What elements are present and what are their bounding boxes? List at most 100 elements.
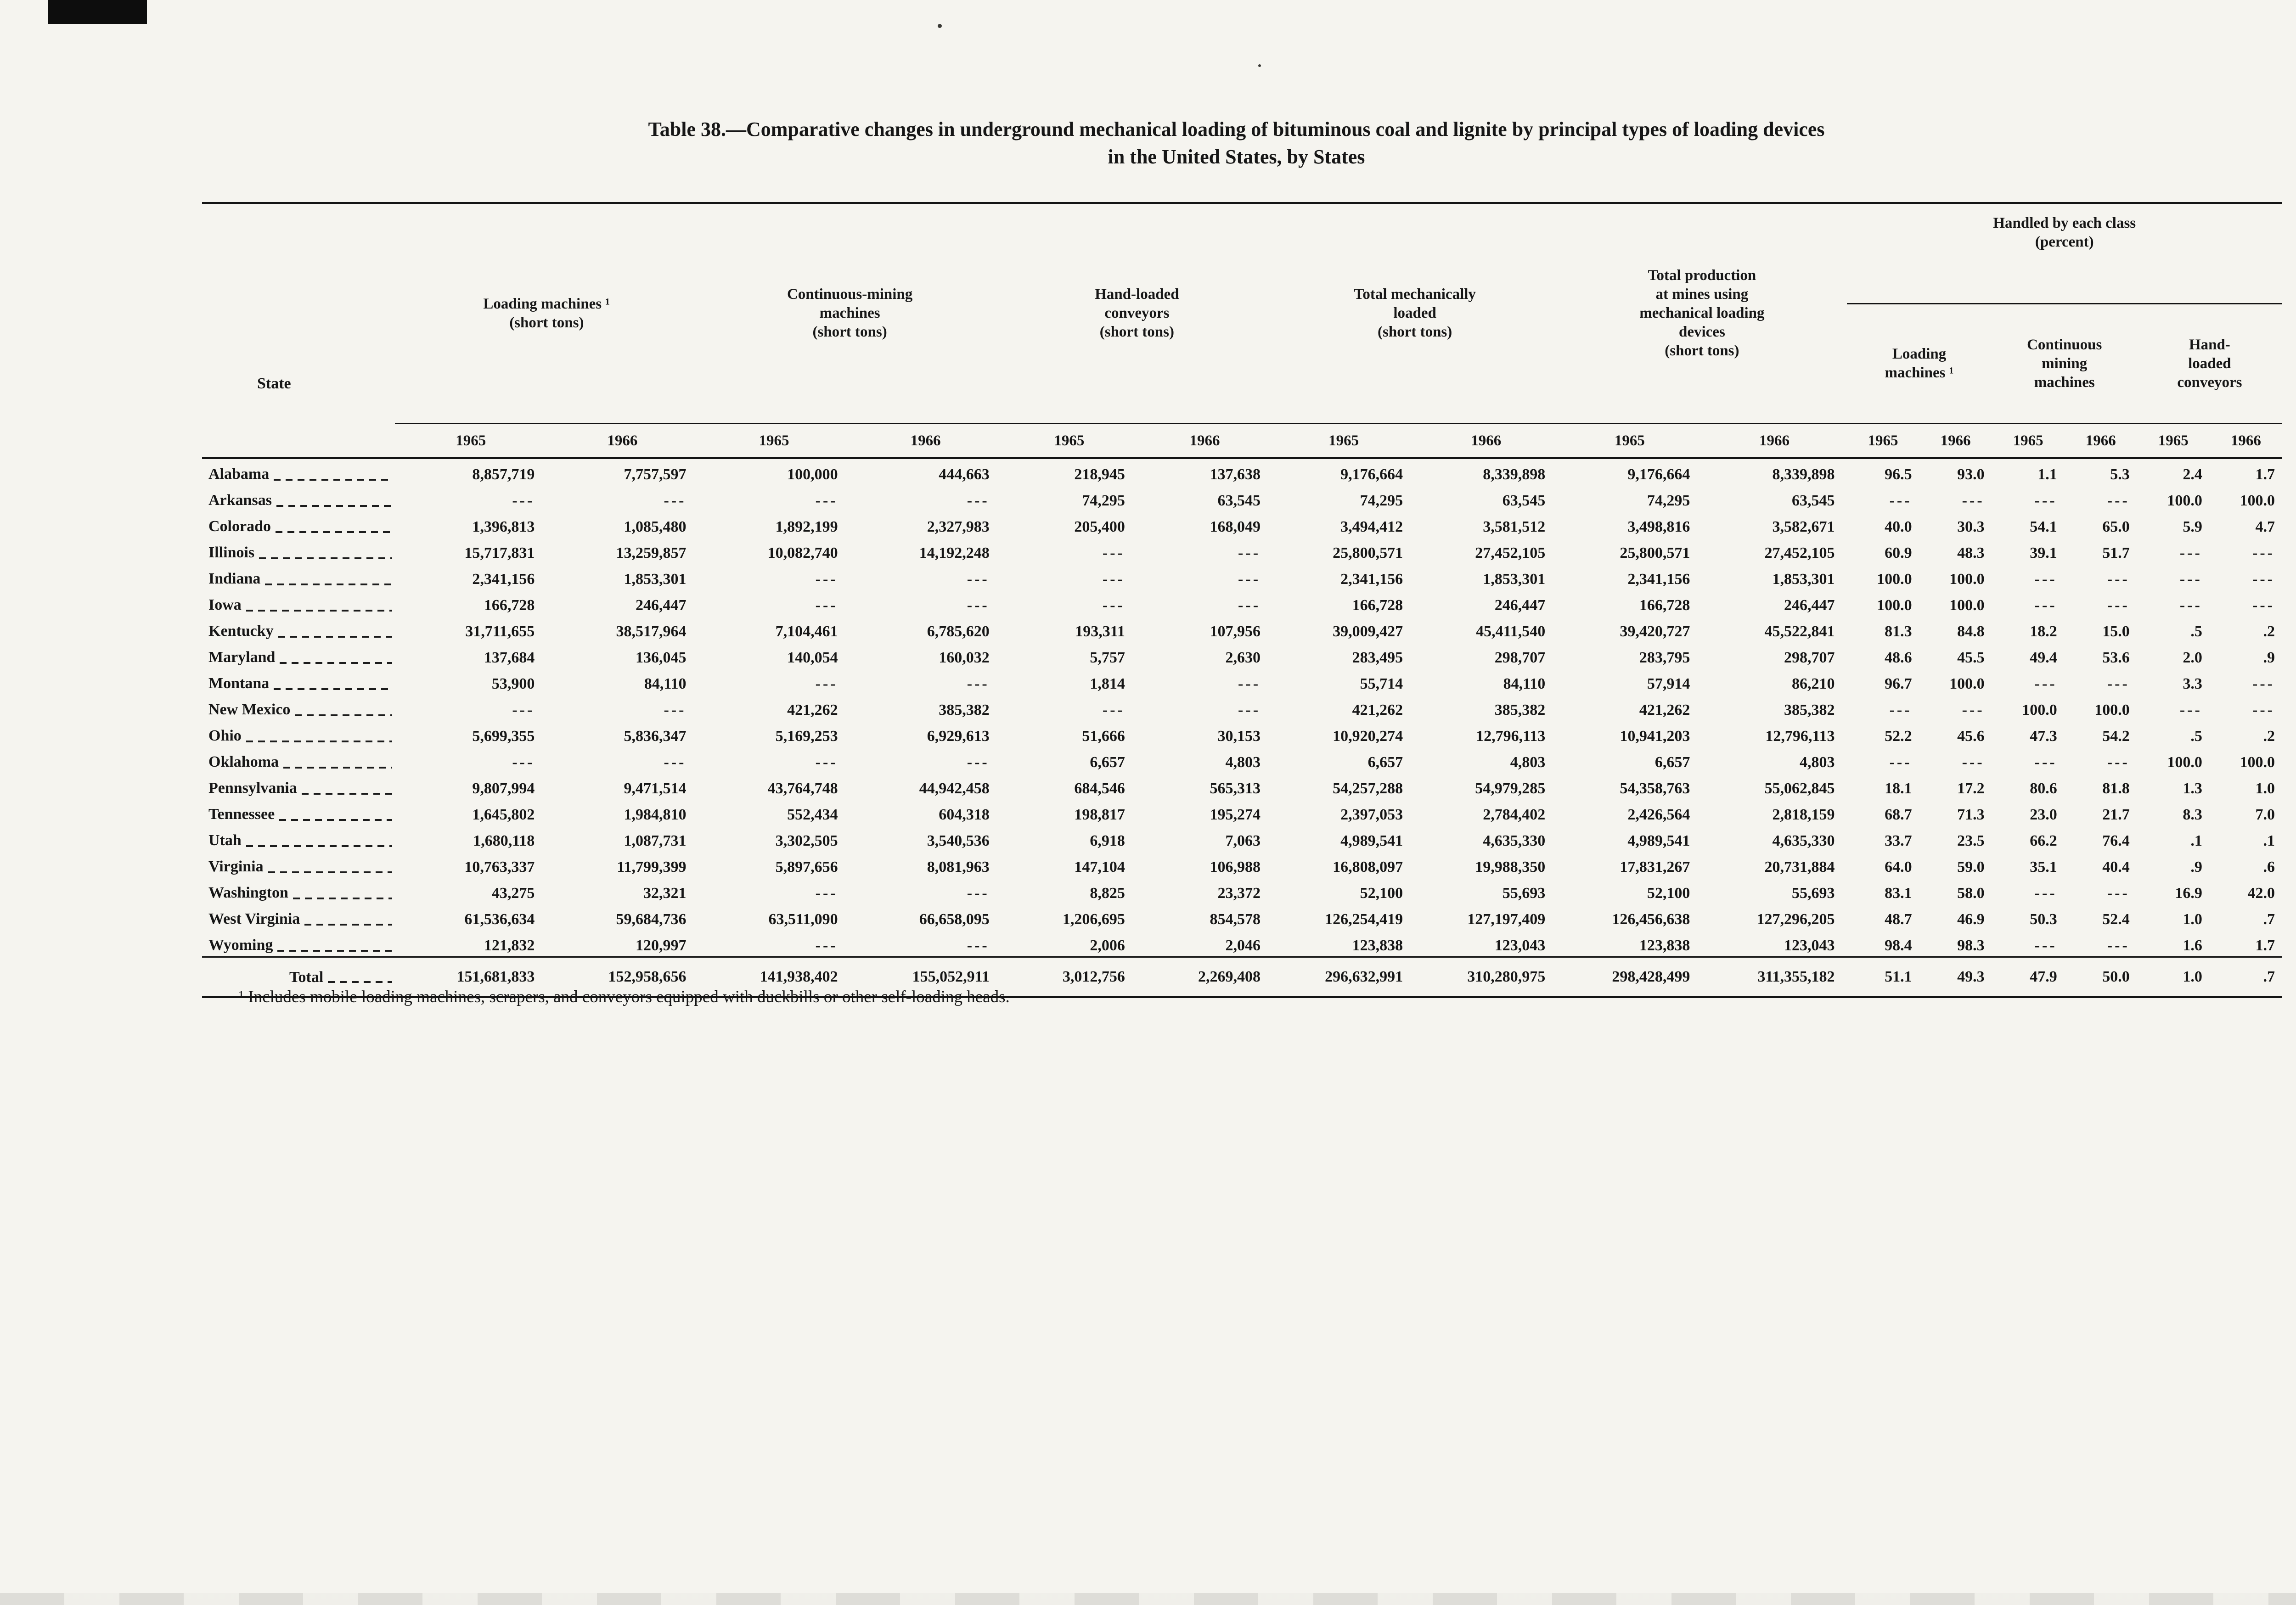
value-cell: 3,498,816 [1627, 518, 1690, 535]
value-cell: --- [2034, 675, 2057, 692]
value-cell: --- [2034, 754, 2057, 771]
value-cell: .1 [2190, 832, 2202, 849]
value-cell: --- [1238, 701, 1261, 718]
value-cell: --- [2107, 675, 2130, 692]
value-cell: 13,259,857 [616, 544, 687, 561]
value-cell: 49.3 [1919, 956, 1992, 998]
value-cell: 246,447 [1494, 597, 1546, 614]
year-header: 1965 [1272, 423, 1415, 459]
value-cell: 6,929,613 [927, 728, 990, 745]
state-cell: Alabama [202, 458, 395, 485]
value-cell: --- [2034, 937, 2057, 954]
table-row: Illinois 15,717,831 13,259,857 10,082,740 14… [202, 538, 2282, 564]
value-cell: --- [1238, 597, 1261, 614]
value-cell: --- [2107, 597, 2130, 614]
value-cell: 53,900 [491, 675, 535, 692]
value-cell: 25,800,571 [1333, 544, 1403, 561]
value-cell: 100.0 [1949, 675, 1985, 692]
state-cell: Montana [202, 668, 395, 695]
value-cell: 195,274 [1210, 806, 1261, 823]
table-row: Oklahoma --- --- --- --- 6,657 4,803 6,657 4,803… [202, 747, 2282, 773]
value-cell: 1,206,695 [1062, 911, 1125, 928]
value-cell: 30,153 [1217, 728, 1261, 745]
value-cell: 23.0 [2030, 806, 2057, 823]
value-cell: 100.0 [2240, 492, 2275, 509]
value-cell: 23.5 [1957, 832, 1985, 849]
value-cell: --- [815, 885, 838, 902]
value-cell: .5 [2190, 623, 2202, 640]
leader-dashes [246, 609, 393, 612]
value-cell: 123,838 [1639, 937, 1690, 954]
value-cell: --- [2179, 701, 2202, 718]
value-cell: .2 [2263, 623, 2275, 640]
state-name: Ohio [208, 727, 242, 744]
value-cell: 2,341,156 [1627, 571, 1690, 588]
year-header: 1965 [698, 423, 850, 459]
value-cell: 106,988 [1210, 859, 1261, 875]
leader-dashes [280, 661, 393, 664]
year-header: 1966 [2064, 423, 2137, 459]
value-cell: 3,540,536 [927, 832, 990, 849]
table-row: West Virginia 61,536,634 59,684,736 63,511,… [202, 904, 2282, 930]
value-cell: 4,989,541 [1627, 832, 1690, 849]
value-cell: 23,372 [1217, 885, 1261, 902]
state-cell: New Mexico [202, 695, 395, 721]
value-cell: --- [512, 701, 535, 718]
value-cell: --- [1962, 492, 1985, 509]
value-cell: 2,269,408 [1137, 956, 1273, 998]
value-cell: 9,176,664 [1627, 466, 1690, 483]
state-name: West Virginia [208, 910, 300, 927]
value-cell: 63,545 [1792, 492, 1835, 509]
value-cell: --- [2107, 937, 2130, 954]
value-cell: 141,938,402 [698, 956, 850, 998]
value-cell: 11,799,399 [617, 859, 687, 875]
table-row: Kentucky 31,711,655 38,517,964 7,104,461 6,7… [202, 616, 2282, 642]
value-cell: --- [2179, 571, 2202, 588]
value-cell: 283,795 [1639, 649, 1690, 666]
value-cell: 565,313 [1210, 780, 1261, 797]
value-cell: --- [967, 675, 990, 692]
leader-dashes [277, 949, 393, 952]
value-cell: 1,645,802 [472, 806, 535, 823]
value-cell: 30.3 [1957, 518, 1985, 535]
state-cell: West Virginia [202, 904, 395, 930]
value-cell: 854,578 [1210, 911, 1261, 928]
value-cell: .2 [2263, 728, 2275, 745]
state-name: Virginia [208, 858, 264, 875]
value-cell: 52.4 [2102, 911, 2130, 928]
year-header: 1966 [1415, 423, 1558, 459]
state-cell: Ohio [202, 721, 395, 747]
state-name: Kentucky [208, 623, 274, 640]
value-cell: 84,110 [644, 675, 687, 692]
value-cell: 147,104 [1074, 859, 1125, 875]
scan-artifact-bottom [0, 1593, 2296, 1605]
value-cell: 52,100 [1360, 885, 1403, 902]
table-title-line1: Table 38.—Comparative changes in undergr… [648, 118, 1825, 140]
value-cell: 43,275 [491, 885, 535, 902]
value-cell: 55,062,845 [1764, 780, 1835, 797]
value-cell: 31,711,655 [465, 623, 535, 640]
value-cell: 8,339,898 [1483, 466, 1546, 483]
value-cell: --- [815, 937, 838, 954]
header-row-subgroups: Loading machines ¹ Continuous mining mac… [202, 304, 2282, 424]
state-cell: Indiana [202, 564, 395, 590]
value-cell: .9 [2263, 649, 2275, 666]
value-cell: 100.0 [2240, 754, 2275, 771]
value-cell: 136,045 [635, 649, 687, 666]
value-cell: 84,110 [1503, 675, 1546, 692]
value-cell: --- [815, 675, 838, 692]
leader-dashes [246, 740, 393, 742]
value-cell: 604,318 [939, 806, 990, 823]
value-cell: 2,006 [1090, 937, 1125, 954]
value-cell: 52,100 [1647, 885, 1690, 902]
table-row: Ohio 5,699,355 5,836,347 5,169,253 6,929,613… [202, 721, 2282, 747]
year-header: 1965 [1846, 423, 1919, 459]
value-cell: 166,728 [1352, 597, 1403, 614]
value-cell: 1.0 [2255, 780, 2275, 797]
state-cell: Washington [202, 878, 395, 904]
value-cell: 5,757 [1090, 649, 1125, 666]
value-cell: 296,632,991 [1272, 956, 1415, 998]
value-cell: 5,897,656 [775, 859, 838, 875]
table-row: Colorado 1,396,813 1,085,480 1,892,199 2,327… [202, 511, 2282, 538]
value-cell: --- [1889, 701, 1912, 718]
